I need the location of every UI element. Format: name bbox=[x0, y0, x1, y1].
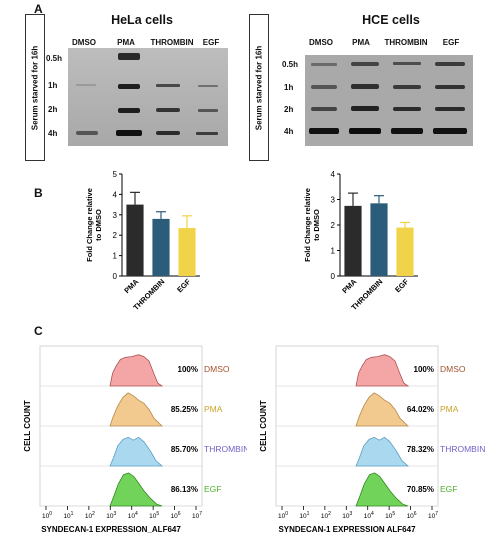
bar-left-ytick-label: 1 bbox=[113, 252, 118, 261]
bar-left-bar-pma bbox=[126, 204, 144, 276]
bar-right-xtick-label-egf: EGF bbox=[393, 277, 411, 295]
flow-right-pct-thrombin: 78.32% bbox=[407, 445, 434, 454]
flow-left-cond-egf: EGF bbox=[204, 484, 221, 494]
flow-right-xtick-label: 105 bbox=[385, 511, 395, 520]
flow-histogram-right: CELL COUNT 100% DMSO 64.02% PMA 78.32% THROMBI… bbox=[259, 345, 485, 534]
flow-right-cond-thrombin: THROMBIN bbox=[440, 444, 485, 454]
flow-right-histogram-thrombin bbox=[355, 436, 410, 467]
flow-left-xtick-label: 100 bbox=[42, 511, 52, 520]
flow-right-histogram-egf bbox=[355, 472, 409, 507]
bar-right-bar-egf bbox=[396, 227, 414, 276]
flow-right-xtick-label: 107 bbox=[428, 511, 438, 520]
hela-lane-thrombin: THROMBIN bbox=[150, 38, 194, 47]
flow-right-histogram-dmso bbox=[355, 354, 410, 387]
serum-starved-label-hce: Serum starved for 16h bbox=[254, 45, 264, 130]
bar-left-ytick-label: 5 bbox=[113, 170, 118, 179]
flow-right-xtick-label: 103 bbox=[342, 511, 352, 520]
flow-left-histogram-pma bbox=[109, 392, 164, 427]
bar-left-ytick-label: 0 bbox=[113, 272, 118, 281]
hce-title: HCE cells bbox=[362, 13, 420, 27]
serum-starved-label-hela: Serum starved for 16h bbox=[30, 45, 40, 130]
hela-time-0-5h: 0.5h bbox=[46, 54, 63, 63]
flow-right-cond-egf: EGF bbox=[440, 484, 457, 494]
panel-c-letter: C bbox=[34, 324, 43, 338]
bar-right-ytick-label: 2 bbox=[331, 221, 336, 230]
flow-left-pct-pma: 85.25% bbox=[171, 405, 198, 414]
hce-time-0-5h: 0.5h bbox=[282, 60, 299, 69]
flow-right-xtick-label: 104 bbox=[364, 511, 374, 520]
serum-starved-box-hela: Serum starved for 16h bbox=[25, 14, 45, 161]
flow-left-pct-egf: 86.13% bbox=[171, 485, 198, 494]
flow-left-xtick-label: 104 bbox=[128, 511, 138, 520]
bar-right-ytick-label: 0 bbox=[331, 272, 336, 281]
flow-left-cond-thrombin: THROMBIN bbox=[204, 444, 247, 454]
flow-left-xtick-label: 103 bbox=[106, 511, 116, 520]
hce-time-2h: 2h bbox=[284, 105, 294, 114]
hce-lane-thrombin: THROMBIN bbox=[384, 38, 428, 47]
hela-western-blot bbox=[68, 48, 228, 146]
bar-right-ytick-label: 1 bbox=[331, 247, 336, 256]
flow-right-xtick-label: 100 bbox=[278, 511, 288, 520]
bar-right-ylabel: Fold Change relativeto DMSO bbox=[303, 188, 321, 262]
flow-left-xlabel: SYNDECAN-1 EXPRESSION_ALF647 bbox=[41, 525, 181, 534]
panel-b-letter: B bbox=[34, 186, 43, 200]
panel-a-letter: A bbox=[34, 2, 43, 16]
hela-time-2h: 2h bbox=[48, 105, 58, 114]
bar-left-ytick-label: 3 bbox=[113, 211, 118, 220]
hela-time-4h: 4h bbox=[48, 129, 58, 138]
flow-right-pct-pma: 64.02% bbox=[407, 405, 434, 414]
hela-lane-egf: EGF bbox=[202, 38, 220, 47]
flow-left-pct-dmso: 100% bbox=[178, 365, 198, 374]
bar-left-ytick-label: 2 bbox=[113, 231, 118, 240]
bar-left-ytick-label: 4 bbox=[113, 190, 118, 199]
flow-left-cond-dmso: DMSO bbox=[204, 364, 230, 374]
bar-right-ytick-label: 3 bbox=[331, 196, 336, 205]
flow-left-xtick-label: 101 bbox=[63, 511, 73, 520]
bar-left-ylabel: Fold Change relativeto DMSO bbox=[85, 188, 103, 262]
hela-time-1h: 1h bbox=[48, 81, 58, 90]
flow-right-xlabel: SYNDECAN-1 EXPRESSION ALF647 bbox=[278, 525, 416, 534]
hce-lane-egf: EGF bbox=[442, 38, 460, 47]
flow-right-cond-pma: PMA bbox=[440, 404, 459, 414]
bar-chart-left: Fold Change relativeto DMSO012345PMATHRO… bbox=[85, 170, 200, 312]
flow-right-ylabel: CELL COUNT bbox=[259, 400, 268, 452]
flow-right-xtick-label: 101 bbox=[299, 511, 309, 520]
bar-left-xtick-label-egf: EGF bbox=[175, 277, 193, 295]
flow-left-pct-thrombin: 85.70% bbox=[171, 445, 198, 454]
flow-left-histogram-dmso bbox=[109, 354, 164, 387]
hela-lane-dmso: DMSO bbox=[72, 38, 96, 47]
flow-left-cond-pma: PMA bbox=[204, 404, 223, 414]
bar-left-xtick-label-pma: PMA bbox=[122, 277, 141, 296]
flow-right-pct-egf: 70.85% bbox=[407, 485, 434, 494]
hce-time-1h: 1h bbox=[284, 83, 294, 92]
hce-western-blot bbox=[305, 55, 473, 146]
hce-time-4h: 4h bbox=[284, 127, 294, 136]
flow-right-cond-dmso: DMSO bbox=[440, 364, 466, 374]
serum-starved-box-hce: Serum starved for 16h bbox=[249, 14, 269, 161]
flow-right-pct-dmso: 100% bbox=[414, 365, 434, 374]
hela-title: HeLa cells bbox=[111, 13, 173, 27]
flow-left-ylabel: CELL COUNT bbox=[23, 400, 32, 452]
flow-left-xtick-label: 106 bbox=[171, 511, 181, 520]
bar-chart-right: Fold Change relativeto DMSO01234PMATHROM… bbox=[303, 170, 418, 312]
hce-lane-pma: PMA bbox=[352, 38, 370, 47]
bar-left-bar-egf bbox=[178, 228, 196, 276]
flow-left-xtick-label: 102 bbox=[85, 511, 95, 520]
flow-left-histogram-egf bbox=[109, 472, 163, 507]
flow-right-xtick-label: 106 bbox=[407, 511, 417, 520]
bar-right-bar-pma bbox=[344, 205, 362, 276]
flow-left-xtick-label: 107 bbox=[192, 511, 202, 520]
bar-right-bar-thrombin bbox=[370, 203, 388, 276]
flow-left-histogram-thrombin bbox=[109, 436, 164, 467]
flow-left-xtick-label: 105 bbox=[149, 511, 159, 520]
bar-right-xtick-label-pma: PMA bbox=[340, 277, 359, 296]
hela-lane-pma: PMA bbox=[117, 38, 135, 47]
flow-histogram-left: CELL COUNT 100% DMSO 85.25% PMA 85.70% THROMBI… bbox=[23, 345, 247, 534]
bar-left-bar-thrombin bbox=[152, 218, 170, 276]
flow-right-histogram-pma bbox=[355, 392, 410, 427]
flow-right-xtick-label: 102 bbox=[321, 511, 331, 520]
hce-lane-dmso: DMSO bbox=[309, 38, 333, 47]
bar-right-ytick-label: 4 bbox=[331, 170, 336, 179]
